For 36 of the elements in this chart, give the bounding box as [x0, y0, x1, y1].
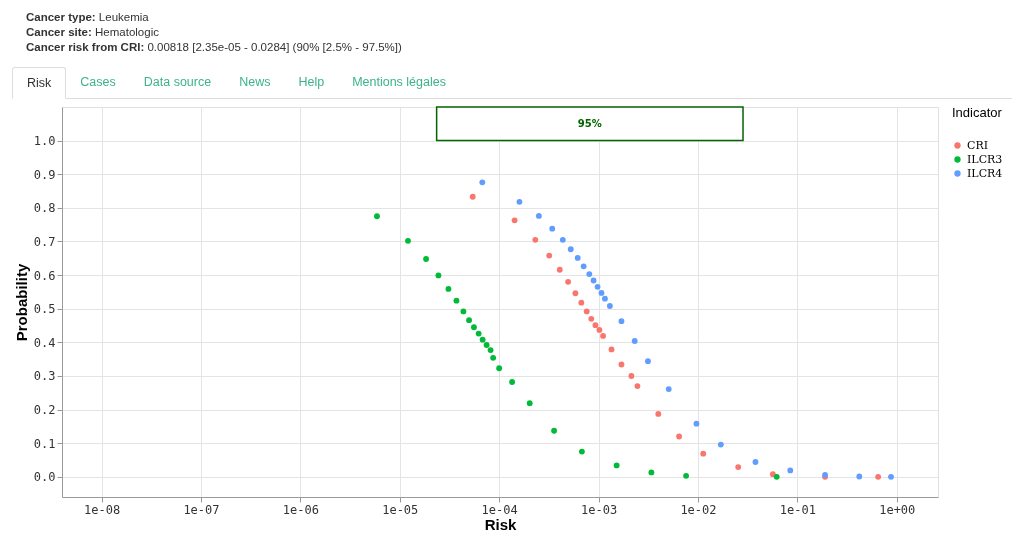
- x-tick-label: 1e-02: [680, 502, 717, 517]
- x-tick-label: 1e-01: [779, 502, 816, 517]
- y-tick-label: 0.3: [33, 369, 56, 384]
- x-tick-label: 1e-05: [382, 502, 419, 517]
- text: Help: [297, 74, 326, 91]
- x-tick-label: 1e-07: [183, 502, 220, 517]
- band-label: 95%: [577, 117, 602, 129]
- text: Cancer risk from CRI: 0.00818 [2.35e-05 - 0.0284] (90% [2.5% - 97.5%]): [26, 40, 403, 55]
- text: Data source: [142, 74, 213, 91]
- y-tick-label: 0.2: [33, 403, 56, 418]
- y-tick-label: 0.0: [33, 470, 56, 485]
- y-tick-label: 1.0: [33, 134, 56, 149]
- text: Mentions légales: [351, 74, 447, 91]
- chart-subtitle: Cancer site: Hematologic: [26, 25, 160, 40]
- x-tick-label: 1e-06: [282, 502, 319, 517]
- chart-title: Cancer type: Leukemia: [26, 10, 150, 25]
- text: News: [238, 74, 272, 91]
- y-tick-label: 0.1: [33, 436, 56, 451]
- x-tick-label: 1e-03: [580, 502, 618, 517]
- y-tick-label: 0.9: [33, 167, 56, 182]
- legend-label: ILCR3: [967, 152, 1003, 166]
- y-tick-label: 0.7: [33, 234, 56, 249]
- legend-label: ILCR4: [967, 166, 1003, 180]
- legend-label: CRI: [967, 138, 989, 152]
- x-tick-label: 1e-08: [83, 502, 121, 517]
- y-tick-label: 0.4: [33, 335, 56, 350]
- text: Risk: [12, 67, 67, 99]
- y-axis-title: Probability: [12, 263, 30, 342]
- y-tick-label: 0.5: [33, 302, 56, 317]
- x-axis-title: Risk: [484, 515, 517, 533]
- y-tick-label: 0.8: [33, 201, 56, 216]
- x-tick-label: 1e+00: [879, 502, 916, 517]
- y-tick-label: 0.6: [33, 268, 56, 283]
- x-tick-label: 1e-04: [481, 502, 518, 517]
- legend-title: Indicator: [952, 105, 1003, 120]
- text: Cases: [79, 74, 117, 91]
